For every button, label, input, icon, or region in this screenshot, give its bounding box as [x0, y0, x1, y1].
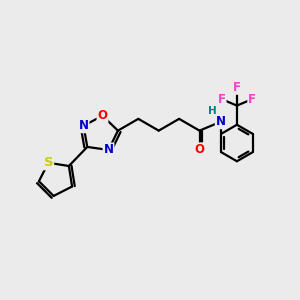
Text: F: F	[248, 93, 256, 106]
Text: H: H	[208, 106, 216, 116]
Text: N: N	[216, 115, 226, 128]
Text: F: F	[233, 81, 241, 94]
Text: O: O	[98, 109, 107, 122]
Text: N: N	[79, 119, 88, 132]
Text: F: F	[218, 93, 226, 106]
Text: N: N	[103, 143, 113, 156]
Text: S: S	[44, 156, 53, 169]
Text: O: O	[194, 143, 205, 156]
